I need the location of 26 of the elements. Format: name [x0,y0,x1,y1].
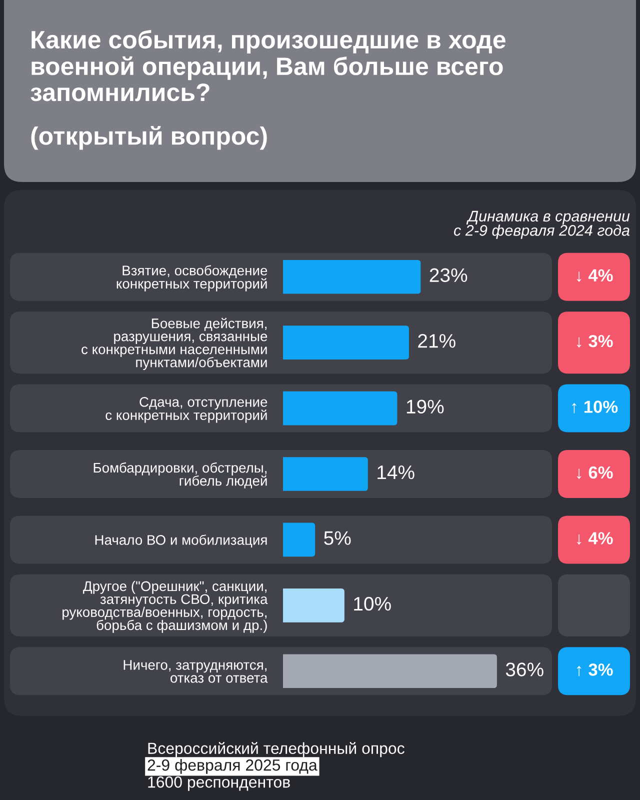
text: Динамика в сравнении с 2-9 февраля 2024 года [454,210,630,239]
text: ↑ 3% [577,664,613,676]
y-tick-label: Бомбардировки, обстрелы, гибель людей [94,462,267,488]
data-label: 19% [406,400,444,414]
y-tick-label: Взятие, освобождение конкретных территорий [116,265,268,292]
text: ↓ 3% [577,334,613,348]
data-label: 23% [430,268,468,282]
data-label: 21% [418,334,456,348]
text: Всероссийский телефонный опрос [148,742,404,758]
data-label: 14% [378,466,414,480]
y-tick-label: Начало ВО и мобилизация [95,534,267,548]
text: 2-9 февраля 2025 года [148,759,318,774]
text: ↓ 4% [577,532,613,545]
text: ↓ 6% [577,466,613,480]
text: ↓ 4% [577,269,613,282]
data-label: 5% [324,531,351,545]
chart-subtitle: (открытый вопрос) [31,126,267,150]
y-tick-label: Сдача, отступление с конкретных территорий [106,397,268,423]
text: 1600 респондентов [148,776,290,791]
chart-title: Какие события, произошедшие в ходе военной операции, Вам больше всего запомнились? [30,30,506,102]
data-label: 10% [354,596,391,611]
y-tick-label: Боевые действия, разрушения, связанные с конкретными населенными пунктами/объектами [82,318,268,370]
y-tick-label: Другое ("Орешник", санкции, затянутость СВО, критика руководства/военных, гордость, борьба с фашизмом и др.) [62,580,268,633]
text: ↑ 10% [572,400,618,414]
data-label: 36% [506,662,544,676]
y-tick-label: Ничего, затрудняются, отказ от ответа [124,660,268,683]
